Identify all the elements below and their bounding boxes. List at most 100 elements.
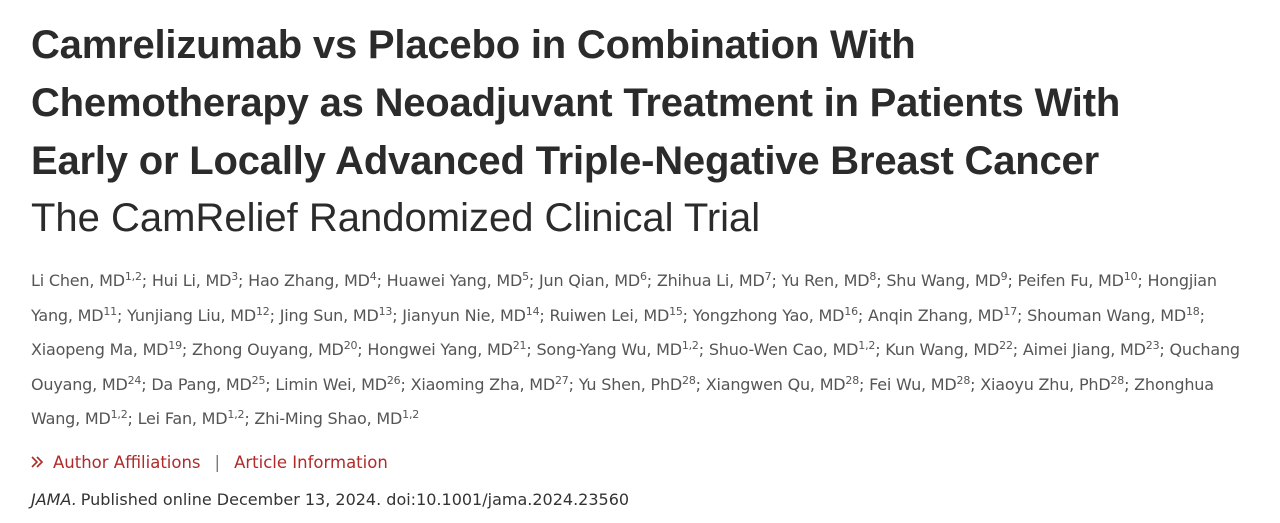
author-name: Hongwei Yang, MD (367, 340, 513, 359)
link[interactable]: Article Information (234, 452, 388, 472)
author-name: Aimei Jiang, MD (1022, 340, 1146, 359)
author-separator: ; (970, 374, 976, 394)
author-separator: ; (857, 305, 864, 325)
author-name: Da Pang, MD (151, 374, 252, 394)
affiliation-number: 6 (639, 270, 647, 283)
affiliation-number: 1,2 (227, 408, 245, 421)
link[interactable]: Author Affiliations (53, 452, 201, 472)
author: Jun Qian, MD6; (539, 271, 652, 290)
author-separator: ; (376, 271, 382, 290)
author-name: Hui Li, MD (151, 271, 232, 290)
author-name: Anqin Zhang, MD (867, 305, 1004, 325)
journal: JAMA. (31, 489, 77, 509)
author: Fei Wu, MD28; (869, 375, 975, 394)
affiliation-number: 24 (127, 373, 142, 387)
author-name: Zhong Ouyang, MD (192, 340, 344, 359)
author-separator: ; (695, 374, 701, 394)
citation: JAMA. Published online December 13, 2024.… (31, 490, 1261, 509)
author: Hui Li, MD3; (151, 270, 244, 290)
author-name: Zhonghua Wang, MD (31, 374, 1214, 429)
author: Ruiwen Lei, MD15; (550, 304, 689, 325)
author-name: Kun Wang, MD (885, 340, 1000, 359)
author-separator: ; (116, 305, 123, 325)
author-name: Shouman Wang, MD (1027, 305, 1186, 325)
author-separator: ; (1159, 340, 1165, 359)
author-list: Li Chen, MD1,2; Hui Li, MD3; Hao Zhang, … (31, 264, 1261, 437)
affiliation-number: 28 (845, 373, 860, 387)
affiliation-number: 5 (522, 270, 529, 283)
author-separator: ; (1124, 374, 1130, 394)
author: Zhong Ouyang, MD20; (192, 340, 363, 359)
author-name: Xiaoyu Zhu, PhD (980, 374, 1111, 394)
author: Yunjiang Liu, MD12; (127, 306, 275, 325)
author-name: Peifen Fu, MD (1017, 271, 1124, 290)
author-name: Hao Zhang, MD (248, 271, 370, 290)
affiliation-number: 25 (251, 373, 266, 387)
author: Aimei Jiang, MD23; (1023, 340, 1165, 359)
affiliation-number: 1,2 (110, 408, 128, 421)
affiliation-number: 13 (378, 304, 393, 318)
author-separator: ; (682, 305, 688, 325)
author: Zhonghua Wang, MD1,2; (31, 375, 1214, 429)
author-name: Xiaopeng Ma, MD (31, 340, 169, 359)
author: Shouman Wang, MD18; (1027, 306, 1205, 325)
author-separator: ; (1199, 305, 1205, 325)
affiliation-number: 21 (512, 339, 527, 352)
author-name: Li Chen, MD (31, 271, 125, 290)
citation-text: Published online December 13, 2024. doi:… (80, 489, 630, 509)
author-name: Xiaoming Zha, MD (410, 374, 556, 394)
author: Zhihua Li, MD7; (657, 271, 777, 290)
author: Anqin Zhang, MD17; (868, 306, 1022, 325)
author-separator: ; (539, 305, 545, 325)
author-separator: ; (1007, 271, 1013, 290)
author: Peifen Fu, MD10; (1018, 271, 1143, 290)
author: Yu Ren, MD8; (782, 271, 882, 290)
author-name: Limin Wei, MD (275, 374, 387, 394)
author: Shuo-Wen Cao, MD1,2; (709, 340, 881, 359)
author-name: Shuo-Wen Cao, MD (708, 340, 859, 359)
author-name: Huawei Yang, MD (386, 271, 523, 290)
author-separator: ; (646, 271, 652, 290)
author-separator: ; (698, 340, 704, 359)
title-line: Camrelizumab vs Placebo in Combination W… (31, 23, 916, 67)
affiliation-number: 1,2 (124, 270, 142, 283)
author: Da Pang, MD25; (151, 375, 270, 394)
affiliation-number: 22 (999, 339, 1013, 352)
author-name: Jing Sun, MD (279, 305, 379, 325)
author-name: Zhihua Li, MD (656, 271, 765, 290)
affiliation-number: 3 (231, 270, 239, 283)
author-separator: ; (269, 305, 275, 325)
title: Camrelizumab vs Placebo in Combination W… (31, 16, 1261, 190)
affiliation-number: 1,2 (681, 339, 699, 352)
affiliation-number: 8 (869, 270, 877, 283)
link-bar: Author Affiliations | Article Informatio… (31, 453, 1261, 472)
affiliation-number: 1,2 (402, 408, 420, 421)
author-name: Yongzhong Yao, MD (692, 305, 845, 325)
affiliation-number: 26 (386, 373, 401, 387)
author-separator: ; (528, 271, 535, 290)
author-separator: ; (141, 271, 147, 290)
author: Yu Shen, PhD28; (579, 375, 701, 394)
affiliation-number: 15 (669, 304, 683, 318)
affiliation-number: 18 (1185, 304, 1200, 318)
affiliation-number: 19 (168, 339, 182, 352)
author: Quchang Ouyang, MD24; (31, 340, 1240, 394)
author-separator: ; (1137, 271, 1143, 290)
affiliation-number: 20 (343, 339, 358, 352)
author-name: Xiangwen Qu, MD (705, 374, 846, 394)
affiliation-number: 16 (844, 304, 858, 318)
author-separator: ; (357, 340, 363, 359)
author: Hao Zhang, MD4; (248, 271, 382, 290)
article-header: Camrelizumab vs Placebo in Combination W… (31, 16, 1261, 509)
author: Lei Fan, MD1,2; (138, 409, 250, 428)
author-name: Zhi-Ming Shao, MD (254, 409, 403, 428)
author-name: Quchang Ouyang, MD (31, 340, 1240, 394)
author: Kun Wang, MD22; (885, 340, 1018, 359)
author-name: Yu Ren, MD (781, 271, 870, 290)
author: Yongzhong Yao, MD16; (692, 304, 864, 325)
author: Xiaopeng Ma, MD19; (31, 340, 187, 359)
author-separator: ; (238, 271, 244, 290)
affiliation-number: 1,2 (858, 339, 876, 352)
affiliation-number: 4 (369, 270, 377, 283)
author-name: Hongjian Yang, MD (31, 271, 1217, 325)
